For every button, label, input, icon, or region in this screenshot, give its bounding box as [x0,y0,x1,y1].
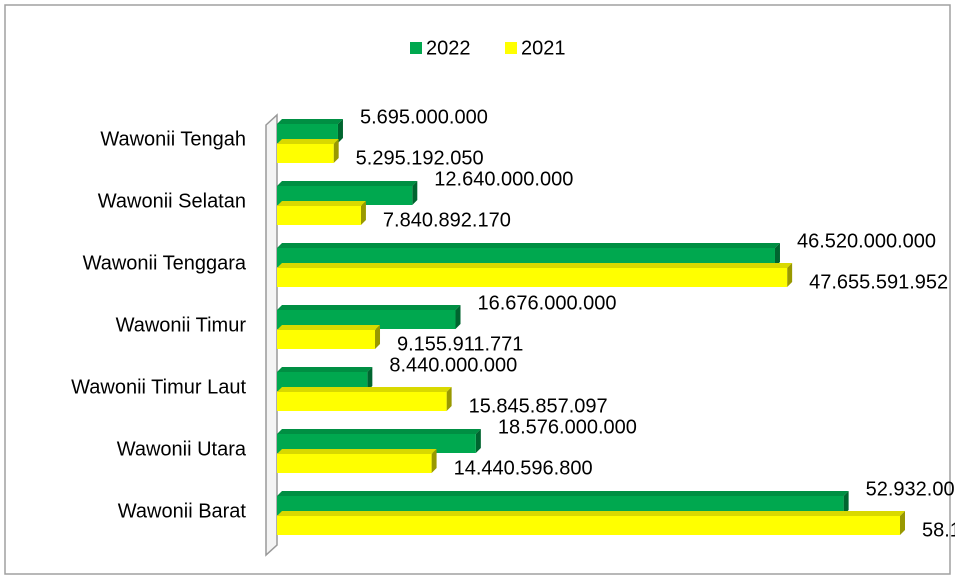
value-label: 12.640.000.000 [434,168,573,190]
bar-top [277,387,452,392]
bar-top [277,367,373,372]
bar [277,392,447,411]
bar-top [277,243,780,248]
bar [277,516,900,535]
bar [277,186,413,205]
bar-side [431,449,437,473]
value-label: 47.655.591.952 [809,271,948,293]
bar-top [277,119,343,124]
value-label: 7.840.892.170 [383,209,511,231]
y-tick-label: Wawonii Selatan [98,190,246,212]
bar-side [337,119,343,143]
chart-border [4,4,951,575]
bar-top [277,491,849,496]
value-label: 58.198.640.161 [922,519,955,541]
bar-side [446,387,452,411]
axis-wall [265,113,278,557]
value-label: 46.520.000.000 [797,230,936,252]
bar [277,454,432,473]
bar-side [787,263,793,287]
bar-side [333,139,339,163]
bar-side [360,201,366,225]
value-label: 9.155.911.771 [397,333,523,355]
value-label: 5.695.000.000 [360,106,488,128]
bar-side [375,325,381,349]
bar [277,206,361,225]
value-label: 5.295.192.050 [356,147,484,169]
bar-top [277,201,366,206]
legend-swatch [505,42,517,54]
y-tick-label: Wawonii Tenggara [83,252,247,274]
bar-top [277,305,461,310]
bar-side [412,181,418,205]
bar-top [277,449,437,454]
y-tick-label: Wawonii Barat [118,500,247,522]
value-label: 8.440.000.000 [389,354,517,376]
bar-top [277,325,381,330]
legend-label: 2022 [426,37,471,59]
bar-side [455,305,461,329]
value-label: 52.932.000.000 [866,478,955,500]
bar-side [900,511,905,535]
legend-swatch [410,42,422,54]
bar [277,310,456,329]
bar-top [277,139,339,144]
bar-side [367,367,373,391]
bar-top [277,511,905,516]
bar [277,330,376,349]
value-label: 14.440.596.800 [454,457,593,479]
bar [277,124,338,143]
bar [277,268,788,287]
value-label: 16.676.000.000 [478,292,617,314]
y-tick-label: Wawonii Timur Laut [71,376,246,398]
bar [277,434,476,453]
bar-side [475,429,481,453]
bar [277,248,775,267]
y-tick-label: Wawonii Tengah [100,128,246,150]
bar [277,496,844,515]
bar-side [843,491,849,515]
bar [277,144,334,163]
y-tick-label: Wawonii Timur [116,314,247,336]
value-label: 15.845.857.097 [469,395,608,417]
bar-top [277,429,481,434]
bar-top [277,181,418,186]
legend-label: 2021 [521,37,566,59]
bar-side [774,243,780,267]
bar-top [277,263,793,268]
y-tick-label: Wawonii Utara [117,438,247,460]
bar [277,372,368,391]
value-label: 18.576.000.000 [498,416,637,438]
